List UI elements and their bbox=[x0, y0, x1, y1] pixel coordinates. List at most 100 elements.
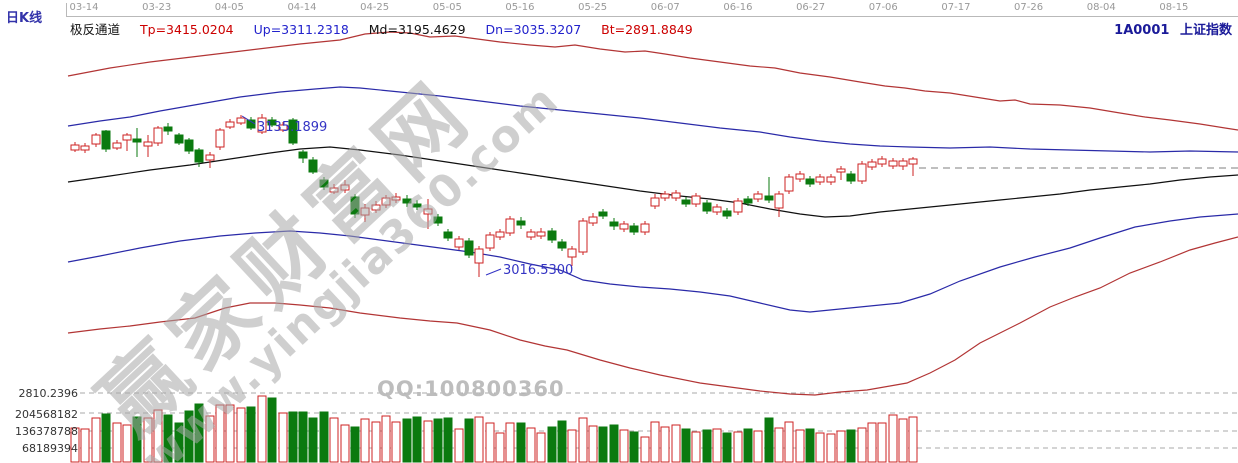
volume-bar-up bbox=[143, 417, 153, 463]
candle-body bbox=[588, 216, 598, 224]
volume-bar-up bbox=[122, 424, 132, 463]
date-label: 05-16 bbox=[505, 2, 535, 13]
candle-down bbox=[464, 238, 474, 258]
volume-scale-label-1x: 68189394 bbox=[22, 442, 78, 455]
candle-body bbox=[898, 160, 908, 167]
candle-body bbox=[80, 145, 90, 151]
candle-body bbox=[526, 231, 536, 238]
candle-body bbox=[888, 160, 898, 167]
candle-up bbox=[340, 180, 350, 193]
volume-bar-up bbox=[660, 426, 670, 463]
candle-body bbox=[215, 129, 225, 148]
volume-bar-down bbox=[629, 431, 639, 463]
volume-bar-up bbox=[495, 432, 505, 463]
candle-down bbox=[267, 117, 277, 127]
volume-bar-up bbox=[867, 422, 877, 463]
candle-body bbox=[329, 187, 339, 193]
candle-down bbox=[743, 196, 753, 206]
date-label: 03-23 bbox=[142, 2, 172, 13]
price-annotation: 3016.5300 bbox=[503, 263, 573, 278]
candle-body bbox=[474, 248, 484, 264]
volume-bar-down bbox=[319, 411, 329, 463]
channel-lines bbox=[67, 31, 1238, 396]
volume-bar-up bbox=[733, 431, 743, 463]
volume-bar-up bbox=[671, 424, 681, 463]
candle-body bbox=[371, 204, 381, 211]
date-axis: 03-14 03-23 04-05 04-14 04-25 05-05 05-16 05-25… bbox=[0, 2, 1238, 15]
candle-body bbox=[143, 141, 153, 147]
candle-body bbox=[267, 119, 277, 126]
candle-body bbox=[908, 158, 918, 165]
candle-up bbox=[205, 152, 215, 168]
candle-up bbox=[567, 246, 577, 266]
candle-body bbox=[774, 193, 784, 209]
candle-up bbox=[650, 194, 660, 209]
candle-body bbox=[70, 144, 80, 151]
volume-bar-down bbox=[722, 432, 732, 463]
indicator-up-value: Up=3311.2318 bbox=[253, 22, 349, 37]
candle-body bbox=[122, 134, 132, 141]
candle-body bbox=[257, 117, 267, 133]
candle-up bbox=[857, 161, 867, 184]
candle-up bbox=[898, 158, 908, 170]
volume-bar-down bbox=[184, 410, 194, 463]
price-scale-label: 2810.2396 bbox=[18, 387, 79, 400]
indicator-name[interactable]: 极反通道 bbox=[70, 22, 121, 37]
volume-bar-up bbox=[381, 415, 391, 463]
volume-bar-up bbox=[112, 422, 122, 463]
candle-down bbox=[412, 200, 422, 210]
volume-bar-down bbox=[308, 417, 318, 463]
volume-bar-up bbox=[278, 412, 288, 463]
symbol-info[interactable]: 1A0001 上证指数 bbox=[1108, 19, 1232, 38]
period-tab-daily-kline[interactable]: 日K线 bbox=[6, 11, 43, 26]
candle-body bbox=[402, 198, 412, 204]
candle-down bbox=[722, 208, 732, 219]
candle-down bbox=[609, 218, 619, 230]
volume-bar-up bbox=[640, 436, 650, 463]
candle-down bbox=[132, 128, 142, 157]
candle-up bbox=[774, 191, 784, 217]
volume-bar-down bbox=[101, 413, 111, 463]
candle-down bbox=[557, 239, 567, 251]
candle-body bbox=[867, 161, 877, 168]
volume-scale-label-3x: 204568182 bbox=[15, 408, 78, 421]
annotation-leader-line bbox=[485, 268, 502, 276]
candle-up bbox=[505, 216, 515, 236]
candle-body bbox=[877, 158, 887, 165]
candle-body bbox=[681, 199, 691, 205]
annotation-leader-line bbox=[241, 115, 256, 125]
volume-bar-up bbox=[836, 430, 846, 463]
candle-up bbox=[474, 246, 484, 277]
candle-down bbox=[846, 171, 856, 184]
candle-up bbox=[536, 228, 546, 239]
candle-body bbox=[650, 197, 660, 207]
channel-line-mid-black bbox=[67, 146, 1238, 218]
candle-up bbox=[733, 198, 743, 215]
candle-body bbox=[184, 139, 194, 152]
candle-body bbox=[298, 151, 308, 159]
volume-bar-down bbox=[412, 416, 422, 463]
volume-bar-up bbox=[526, 427, 536, 463]
candle-body bbox=[495, 231, 505, 238]
candle-down bbox=[764, 177, 774, 203]
volume-bar-up bbox=[391, 421, 401, 463]
volume-bar-up bbox=[485, 422, 495, 463]
volume-bar-up bbox=[650, 421, 660, 463]
volume-bar-down bbox=[702, 429, 712, 463]
channel-line-dn-blue bbox=[67, 213, 1238, 313]
volume-bar-up bbox=[80, 428, 90, 463]
volume-bar-down bbox=[350, 426, 360, 463]
date-label: 06-16 bbox=[723, 2, 753, 13]
candle-up bbox=[836, 166, 846, 180]
indicator-tp-value: Tp=3415.0204 bbox=[140, 22, 234, 37]
candle-up bbox=[795, 171, 805, 182]
candle-body bbox=[702, 202, 712, 212]
candle-up bbox=[153, 126, 163, 146]
date-label: 07-06 bbox=[868, 2, 898, 13]
date-label: 06-07 bbox=[650, 2, 680, 13]
volume-bar-down bbox=[464, 418, 474, 463]
candle-down bbox=[288, 118, 298, 145]
date-label: 08-15 bbox=[1159, 2, 1189, 13]
